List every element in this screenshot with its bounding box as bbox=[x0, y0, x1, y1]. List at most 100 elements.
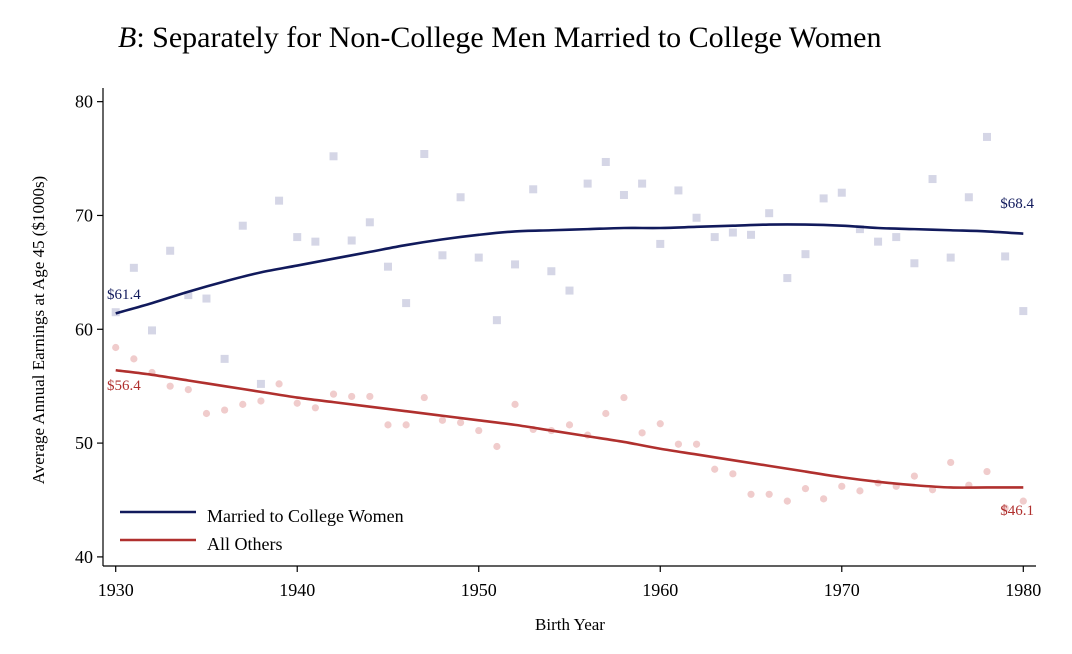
point-others-1962 bbox=[692, 440, 701, 448]
point-married-1936 bbox=[220, 354, 229, 363]
point-married-1969 bbox=[819, 194, 828, 203]
point-married-1979 bbox=[1001, 252, 1010, 261]
point-others-1979 bbox=[1001, 504, 1009, 512]
point-others-1948 bbox=[438, 416, 447, 424]
point-married-1943 bbox=[347, 236, 356, 245]
point-married-1947 bbox=[420, 150, 429, 159]
point-married-1975 bbox=[928, 175, 937, 184]
point-married-1973 bbox=[892, 233, 901, 242]
point-others-1945 bbox=[384, 421, 392, 429]
point-others-1978 bbox=[983, 467, 991, 476]
point-others-1941 bbox=[311, 404, 319, 412]
point-married-1977 bbox=[964, 193, 973, 202]
point-others-1944 bbox=[366, 392, 374, 401]
point-married-1974 bbox=[910, 259, 919, 268]
point-married-1959 bbox=[638, 179, 647, 188]
point-married-1945 bbox=[383, 262, 392, 271]
x-axis-label: Birth Year bbox=[535, 615, 605, 634]
point-others-1958 bbox=[620, 393, 628, 402]
point-others-1936 bbox=[221, 406, 229, 414]
others-start-value-label: $56.4 bbox=[107, 378, 141, 394]
point-married-1948 bbox=[438, 251, 447, 260]
point-others-1930 bbox=[112, 343, 120, 352]
point-others-1970 bbox=[838, 482, 846, 490]
point-married-1938 bbox=[256, 379, 265, 388]
point-married-1939 bbox=[275, 196, 284, 205]
point-married-1952 bbox=[511, 260, 520, 269]
x-axis-ticks: 1930 1940 1950 1960 1970 1980 bbox=[98, 566, 1041, 600]
legend: Married to College Women All Others bbox=[120, 506, 404, 554]
point-married-1971 bbox=[855, 225, 864, 234]
scatter-points bbox=[111, 132, 1028, 512]
chart-title-prefix: B bbox=[118, 21, 136, 54]
fitted-lines bbox=[115, 223, 1024, 489]
point-others-1950 bbox=[475, 426, 483, 435]
point-others-1968 bbox=[801, 485, 810, 493]
point-others-1975 bbox=[928, 486, 937, 494]
point-married-1960 bbox=[656, 239, 665, 248]
chart-title: B: Separately for Non-College Men Marrie… bbox=[118, 21, 882, 54]
y-tick-label-60: 60 bbox=[75, 319, 93, 339]
legend-label-married: Married to College Women bbox=[207, 506, 404, 526]
point-others-1964 bbox=[729, 470, 737, 478]
point-married-1980 bbox=[1019, 307, 1028, 316]
point-others-1971 bbox=[856, 487, 864, 495]
x-tick-label-1950: 1950 bbox=[461, 580, 497, 600]
point-married-1964 bbox=[728, 228, 737, 237]
point-married-1937 bbox=[238, 221, 247, 230]
point-married-1950 bbox=[474, 253, 483, 262]
point-married-1932 bbox=[148, 326, 157, 335]
point-others-1935 bbox=[202, 409, 211, 418]
point-others-1963 bbox=[711, 465, 719, 473]
point-others-1933 bbox=[166, 382, 174, 390]
point-others-1946 bbox=[402, 421, 410, 429]
chart-title-text: : Separately for Non-College Men Married… bbox=[136, 21, 881, 54]
point-married-1941 bbox=[311, 237, 320, 246]
married-end-value-label: $68.4 bbox=[1000, 196, 1034, 212]
point-others-1943 bbox=[348, 392, 356, 401]
y-tick-label-40: 40 bbox=[75, 547, 93, 567]
point-married-1942 bbox=[329, 152, 338, 161]
point-married-1967 bbox=[783, 274, 792, 283]
point-married-1957 bbox=[601, 157, 610, 166]
x-tick-label-1960: 1960 bbox=[642, 580, 678, 600]
point-others-1939 bbox=[275, 380, 283, 388]
y-axis-ticks: 40 50 60 70 80 bbox=[75, 92, 103, 567]
point-married-1931 bbox=[129, 263, 138, 272]
point-others-1937 bbox=[239, 400, 247, 408]
point-married-1968 bbox=[801, 250, 810, 259]
x-tick-label-1980: 1980 bbox=[1005, 580, 1041, 600]
point-others-1942 bbox=[329, 390, 338, 398]
point-others-1940 bbox=[293, 399, 301, 407]
point-married-1935 bbox=[202, 294, 211, 303]
x-tick-label-1940: 1940 bbox=[279, 580, 315, 600]
point-others-1961 bbox=[674, 440, 683, 448]
point-others-1934 bbox=[184, 385, 192, 394]
point-others-1965 bbox=[747, 490, 755, 498]
fitted-line-married bbox=[115, 223, 1024, 315]
point-married-1965 bbox=[747, 230, 756, 239]
point-married-1946 bbox=[402, 299, 411, 308]
y-tick-label-70: 70 bbox=[75, 205, 93, 225]
point-others-1955 bbox=[565, 421, 574, 429]
point-married-1949 bbox=[456, 193, 465, 202]
point-married-1954 bbox=[547, 267, 556, 276]
point-married-1944 bbox=[365, 218, 374, 227]
point-others-1957 bbox=[602, 409, 610, 418]
point-married-1976 bbox=[946, 253, 955, 262]
point-married-1955 bbox=[565, 286, 574, 295]
point-others-1931 bbox=[130, 355, 138, 363]
y-tick-label-50: 50 bbox=[75, 433, 93, 453]
point-married-1966 bbox=[765, 209, 774, 218]
point-others-1966 bbox=[765, 490, 773, 498]
point-married-1958 bbox=[619, 190, 628, 199]
point-married-1970 bbox=[837, 188, 846, 197]
point-others-1959 bbox=[638, 429, 646, 437]
point-others-1960 bbox=[656, 420, 664, 428]
x-tick-label-1970: 1970 bbox=[824, 580, 860, 600]
point-others-1947 bbox=[420, 393, 428, 402]
point-others-1952 bbox=[511, 400, 519, 408]
point-married-1963 bbox=[710, 233, 719, 242]
point-others-1974 bbox=[910, 472, 918, 480]
point-married-1940 bbox=[293, 233, 302, 242]
